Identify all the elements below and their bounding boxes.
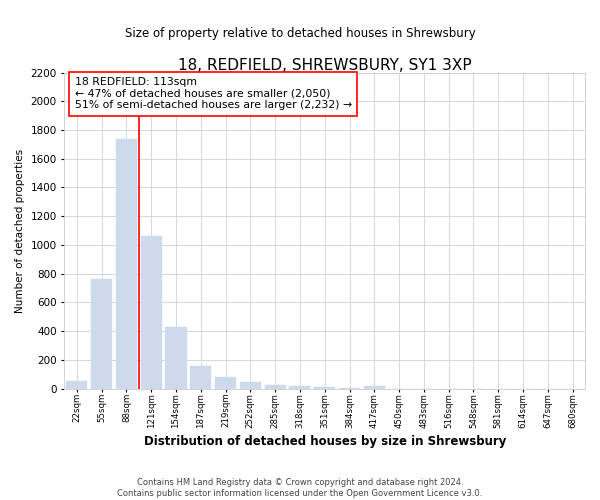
Bar <box>116 138 137 388</box>
Text: Size of property relative to detached houses in Shrewsbury: Size of property relative to detached ho… <box>125 28 475 40</box>
Bar <box>140 236 162 388</box>
Title: 18, REDFIELD, SHREWSBURY, SY1 3XP: 18, REDFIELD, SHREWSBURY, SY1 3XP <box>178 58 472 72</box>
Bar <box>215 377 236 388</box>
Bar <box>265 385 286 388</box>
Bar <box>289 386 310 388</box>
Bar <box>364 386 385 388</box>
X-axis label: Distribution of detached houses by size in Shrewsbury: Distribution of detached houses by size … <box>143 434 506 448</box>
Bar <box>314 387 335 388</box>
Bar <box>166 326 187 388</box>
Text: Contains HM Land Registry data © Crown copyright and database right 2024.
Contai: Contains HM Land Registry data © Crown c… <box>118 478 482 498</box>
Y-axis label: Number of detached properties: Number of detached properties <box>15 148 25 312</box>
Text: 18 REDFIELD: 113sqm
← 47% of detached houses are smaller (2,050)
51% of semi-det: 18 REDFIELD: 113sqm ← 47% of detached ho… <box>75 77 352 110</box>
Bar <box>190 366 211 388</box>
Bar <box>240 382 261 388</box>
Bar <box>67 380 88 388</box>
Bar <box>91 280 112 388</box>
